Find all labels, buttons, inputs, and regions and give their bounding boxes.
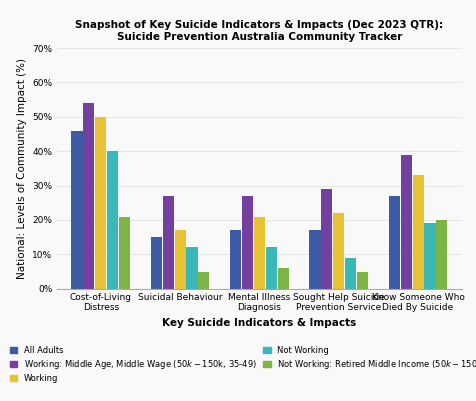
Bar (83, 103, 94, 289)
Bar (309, 230, 320, 289)
Bar (345, 258, 356, 289)
Bar (266, 247, 277, 289)
Bar (278, 268, 289, 289)
Bar (107, 151, 118, 289)
X-axis label: Key Suicide Indicators & Impacts: Key Suicide Indicators & Impacts (162, 318, 357, 328)
Bar (413, 175, 424, 289)
Legend: All Adults, Working: Middle Age, Middle Wage ($50k-$150k, 35-49), Working, Not W: All Adults, Working: Middle Age, Middle … (10, 346, 476, 383)
Bar (198, 271, 209, 289)
Bar (95, 117, 106, 289)
Bar (230, 230, 241, 289)
Bar (389, 196, 400, 289)
Bar (175, 230, 186, 289)
Y-axis label: National: Levels of Community Impact (%): National: Levels of Community Impact (%) (17, 58, 27, 279)
Bar (401, 155, 412, 289)
Bar (187, 247, 198, 289)
Bar (254, 217, 265, 289)
Bar (242, 196, 253, 289)
Bar (436, 220, 447, 289)
Bar (151, 237, 162, 289)
Bar (321, 189, 332, 289)
Bar (163, 196, 174, 289)
Bar (71, 131, 82, 289)
Title: Snapshot of Key Suicide Indicators & Impacts (Dec 2023 QTR):
Suicide Prevention : Snapshot of Key Suicide Indicators & Imp… (75, 20, 444, 42)
Bar (357, 271, 368, 289)
Bar (425, 223, 436, 289)
Bar (333, 213, 344, 289)
Bar (119, 217, 130, 289)
